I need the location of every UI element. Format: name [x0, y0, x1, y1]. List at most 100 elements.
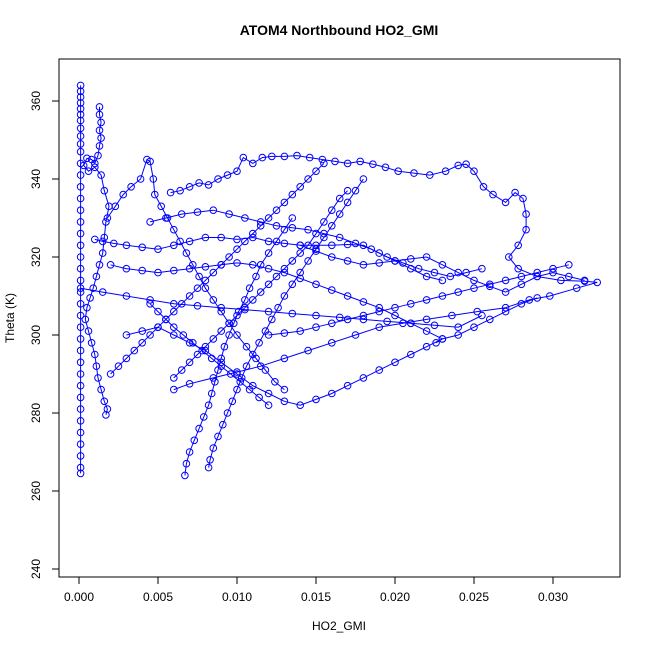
data-point — [170, 374, 178, 382]
data-point — [478, 264, 486, 273]
series-line-15 — [268, 264, 569, 336]
data-point — [95, 142, 104, 150]
data-point — [272, 237, 281, 246]
data-point — [91, 163, 99, 172]
data-point — [280, 198, 289, 207]
data-point — [312, 395, 320, 404]
data-point — [422, 342, 431, 351]
data-point — [268, 315, 276, 324]
data-point — [296, 268, 305, 277]
data-point — [76, 288, 85, 296]
data-point — [264, 401, 273, 410]
x-tick-label: 0.015 — [301, 590, 331, 604]
y-tick-label: 360 — [29, 91, 43, 111]
data-point — [95, 110, 104, 119]
data-point — [264, 249, 273, 257]
data-point — [138, 266, 146, 275]
data-point — [572, 284, 581, 293]
data-point — [448, 311, 456, 320]
data-point — [391, 303, 399, 312]
data-point — [193, 208, 202, 216]
y-tick-label: 320 — [29, 247, 43, 267]
data-point — [122, 264, 131, 273]
data-point — [102, 411, 110, 419]
series-line-3 — [170, 155, 598, 391]
data-point — [320, 218, 328, 226]
data-point — [76, 452, 85, 460]
data-point — [234, 307, 243, 316]
data-point — [98, 237, 107, 246]
data-point — [217, 362, 225, 371]
data-point — [407, 350, 415, 359]
data-point — [288, 190, 297, 199]
data-point — [83, 154, 91, 163]
data-point — [76, 105, 85, 113]
data-point — [241, 214, 249, 222]
y-tick-label: 260 — [29, 481, 43, 501]
data-point — [76, 132, 85, 140]
data-point — [256, 362, 265, 371]
data-point — [136, 175, 145, 183]
data-point — [97, 134, 105, 142]
data-point — [170, 331, 178, 339]
data-point — [76, 110, 85, 119]
data-point — [438, 335, 447, 343]
data-point — [557, 276, 565, 285]
data-point — [225, 319, 233, 328]
data-point — [430, 321, 439, 330]
y-ticks: 240 260 280 300 320 340 360 — [29, 91, 59, 579]
data-point — [185, 358, 194, 367]
data-point — [217, 261, 225, 269]
data-point — [217, 327, 225, 335]
data-point — [170, 307, 178, 316]
data-point — [268, 152, 276, 161]
data-point — [296, 241, 305, 250]
series-line-6 — [149, 209, 483, 278]
data-point — [119, 190, 127, 199]
data-point — [195, 272, 203, 281]
data-point — [106, 370, 115, 378]
data-point — [230, 319, 238, 328]
data-point — [394, 167, 403, 175]
data-point — [328, 319, 336, 328]
data-point — [170, 323, 178, 332]
data-point — [219, 420, 227, 429]
x-tick-label: 0.000 — [64, 590, 94, 604]
y-tick-label: 340 — [29, 169, 43, 189]
data-point — [138, 243, 146, 252]
data-point — [225, 331, 233, 339]
series-line-14 — [300, 244, 585, 293]
data-point — [245, 284, 254, 293]
series-line-9 — [184, 217, 293, 476]
data-point — [146, 296, 154, 304]
data-point — [271, 378, 279, 386]
data-point — [106, 261, 115, 269]
data-point — [76, 440, 85, 449]
data-point — [565, 261, 573, 269]
y-tick-label: 280 — [29, 403, 43, 423]
series-line-12 — [149, 303, 269, 406]
data-point — [375, 249, 384, 257]
data-point — [422, 272, 431, 281]
data-point — [76, 417, 85, 425]
data-point — [501, 276, 510, 285]
data-point — [79, 161, 88, 170]
data-point — [98, 249, 107, 257]
data-point — [514, 241, 523, 250]
data-point — [486, 280, 494, 289]
data-point — [76, 93, 85, 101]
data-point — [343, 159, 352, 168]
data-point — [89, 284, 97, 293]
data-point — [207, 354, 216, 363]
data-point — [335, 233, 344, 242]
data-point — [195, 424, 203, 433]
data-point — [312, 229, 320, 238]
data-point — [226, 370, 235, 378]
data-point — [76, 99, 85, 107]
data-point — [151, 190, 159, 199]
data-point — [185, 264, 194, 273]
data-point — [391, 311, 399, 320]
data-point — [432, 339, 440, 347]
data-point — [84, 327, 93, 335]
